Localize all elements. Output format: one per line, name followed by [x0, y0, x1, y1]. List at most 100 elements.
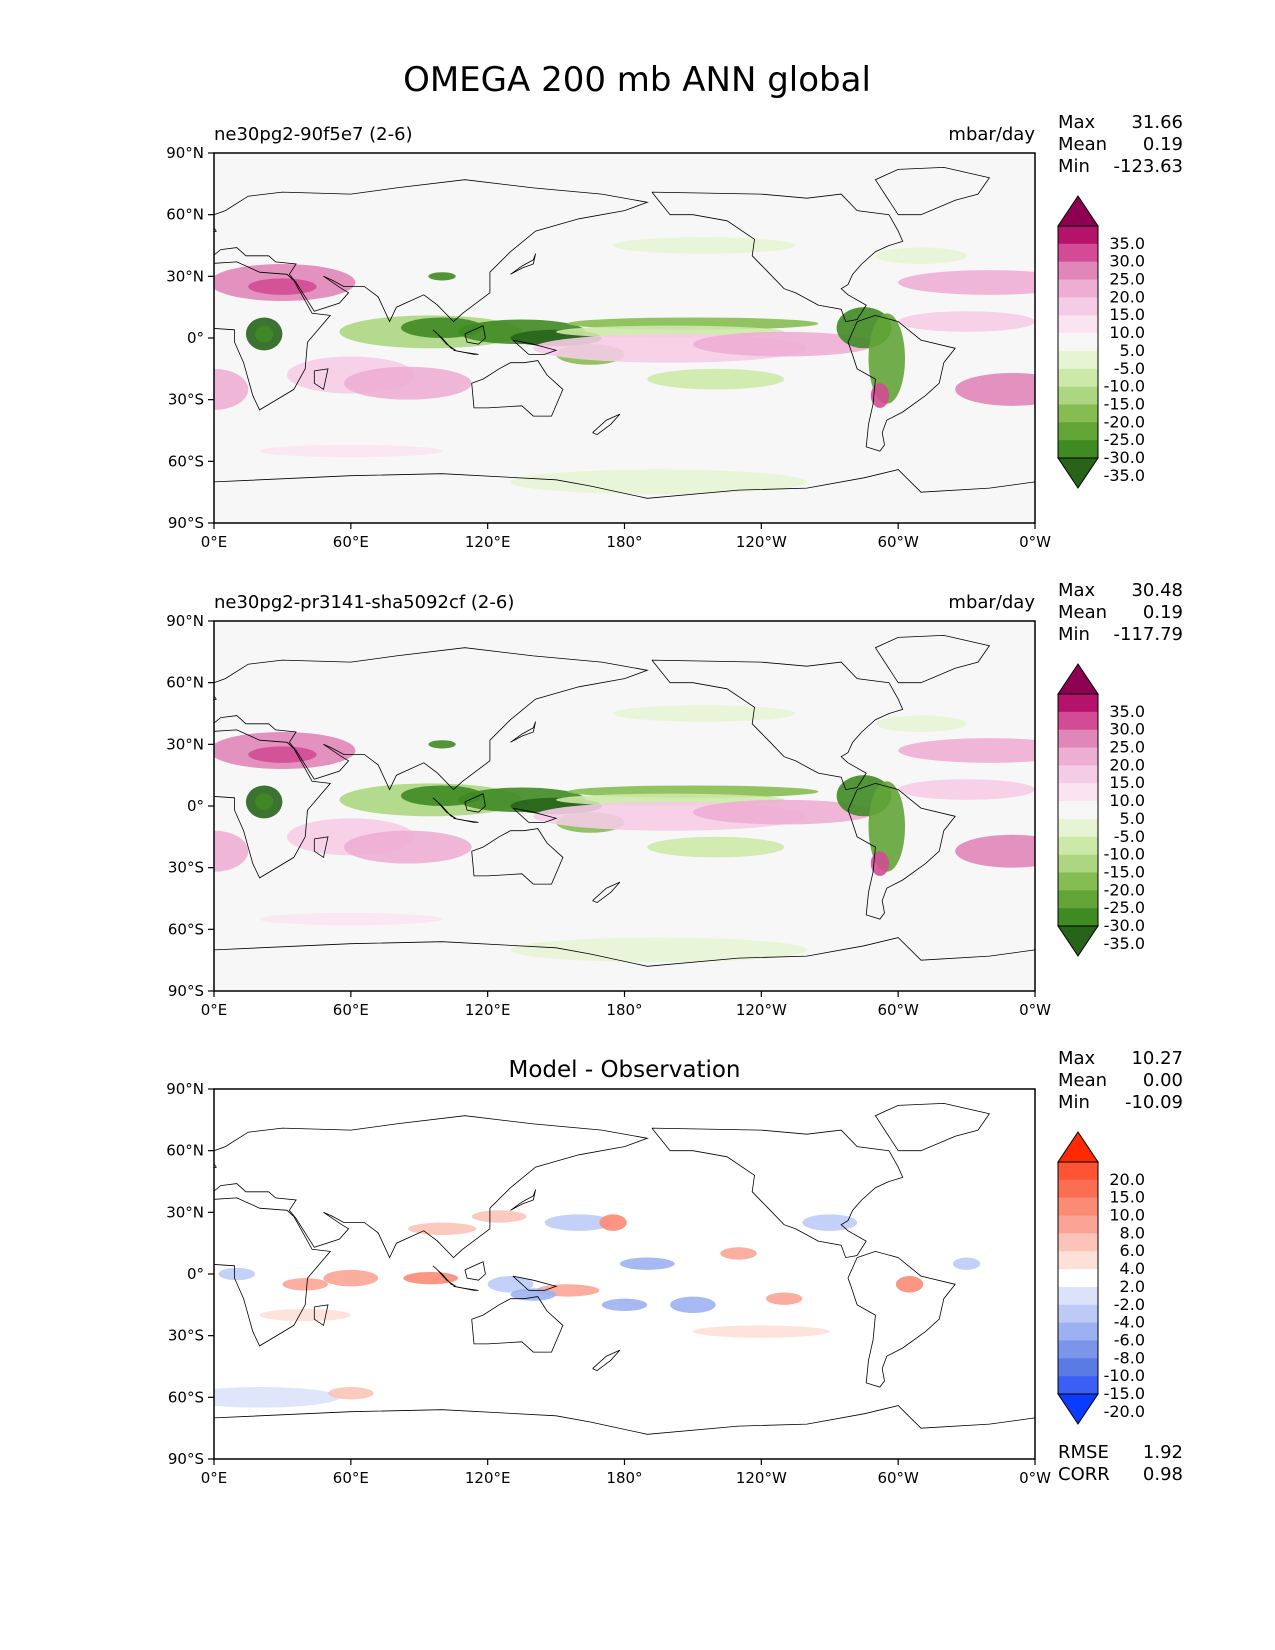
colorbar-swatch — [1058, 368, 1098, 388]
lon-tick-label: 180° — [606, 1001, 642, 1019]
colorbar-swatch — [1058, 801, 1098, 820]
lat-tick-label: 90°S — [168, 1450, 204, 1468]
coastline — [464, 793, 486, 813]
coastline — [651, 191, 904, 323]
coastline — [313, 836, 329, 859]
colorbar-tick-label: 4.0 — [1120, 1259, 1145, 1278]
lat-tick-label: 60°N — [166, 206, 204, 224]
colorbar-swatch — [1058, 783, 1098, 802]
colorbar-tick-label: 15.0 — [1109, 773, 1145, 792]
field-contour — [875, 247, 967, 264]
coastline — [512, 339, 558, 355]
panel-units: mbar/day — [948, 124, 1035, 145]
field-contour — [720, 1247, 757, 1260]
metric-label: CORR — [1058, 1464, 1110, 1485]
coastline — [592, 1349, 621, 1372]
colorbar-swatch — [1058, 694, 1098, 713]
colorbar-tick-label: -35.0 — [1104, 934, 1145, 953]
field-contour — [613, 237, 796, 254]
colorbar-frame — [1057, 1161, 1099, 1395]
coastline — [512, 807, 558, 823]
coastline — [313, 368, 329, 391]
lat-tick-label: 90°N — [166, 1080, 204, 1098]
colorbar-frame — [1057, 693, 1099, 927]
colorbar-swatch — [1058, 729, 1098, 749]
field-contour — [510, 937, 807, 963]
colorbar-tick-label: 8.0 — [1120, 1223, 1145, 1242]
stat-value: -10.09 — [1125, 1092, 1183, 1113]
stat-label: Min — [1058, 156, 1090, 177]
field-contour — [328, 1387, 374, 1400]
lon-tick-label: 180° — [606, 533, 642, 551]
coastlines — [214, 634, 1035, 967]
colorbar: 35.030.025.020.015.010.05.0-5.0-10.0-15.… — [1057, 195, 1145, 489]
lat-tick-label: 60°N — [166, 1142, 204, 1160]
colorbar-swatch — [1058, 818, 1098, 838]
field-contour — [898, 270, 1035, 295]
colorbar-swatch — [1058, 1233, 1098, 1252]
colorbar-swatch — [1058, 1322, 1098, 1341]
colorbar-tick-label: 20.0 — [1109, 1170, 1145, 1189]
coastlines — [214, 1102, 1035, 1435]
stat-label: Mean — [1058, 1070, 1107, 1091]
field-contour — [601, 1298, 648, 1312]
field-contour — [259, 1308, 351, 1322]
lon-tick-label: 120°E — [465, 533, 511, 551]
colorbar-extend-bottom — [1057, 457, 1099, 489]
colorbar-tick-label: 2.0 — [1120, 1277, 1145, 1296]
coastline — [651, 1127, 904, 1259]
lon-tick-label: 60°E — [333, 1001, 369, 1019]
field-contour — [868, 313, 906, 404]
lon-tick-label: 60°E — [333, 1469, 369, 1487]
coastline — [847, 314, 956, 452]
stat-label: Max — [1058, 112, 1096, 133]
colorbar-tick-label: 15.0 — [1109, 1188, 1145, 1207]
lon-tick-label: 0°E — [201, 1001, 228, 1019]
field-contour — [870, 851, 890, 876]
panel-title: ne30pg2-pr3141-sha5092cf (2-6) — [214, 592, 514, 613]
colorbar-tick-label: -10.0 — [1104, 377, 1145, 396]
lat-tick-label: 0° — [187, 329, 204, 347]
coastlines — [214, 166, 1035, 499]
field-contour — [471, 1210, 527, 1223]
coastline — [313, 1304, 329, 1327]
colorbar-tick-label: -10.0 — [1104, 845, 1145, 864]
lat-tick-label: 60°S — [168, 452, 204, 470]
lat-tick-label: 90°N — [166, 144, 204, 162]
colorbar: 35.030.025.020.015.010.05.0-5.0-10.0-15.… — [1057, 663, 1145, 957]
stat-value: 0.19 — [1143, 602, 1183, 623]
field-contour — [343, 366, 472, 400]
colorbar-swatch — [1058, 872, 1098, 891]
field-contour — [323, 1269, 379, 1287]
stat-value: 31.66 — [1131, 112, 1183, 133]
colorbar-swatch — [1058, 1269, 1098, 1288]
lat-tick-label: 30°N — [166, 1203, 204, 1221]
field-contour — [487, 1276, 534, 1293]
lat-tick-label: 60°S — [168, 920, 204, 938]
lon-tick-label: 120°W — [736, 533, 787, 551]
coastline — [510, 1189, 536, 1211]
coastline — [453, 349, 479, 355]
field-contour — [898, 779, 1035, 800]
lon-tick-label: 60°W — [877, 1001, 919, 1019]
colorbar-tick-label: -20.0 — [1104, 1402, 1145, 1421]
lon-tick-label: 120°E — [465, 1001, 511, 1019]
metric-label: RMSE — [1058, 1442, 1109, 1463]
colorbar-swatch — [1058, 422, 1098, 441]
coastline — [464, 325, 486, 345]
coastline — [453, 1285, 479, 1291]
lat-tick-label: 0° — [187, 1265, 204, 1283]
field-contour — [255, 793, 274, 811]
lon-tick-label: 120°W — [736, 1001, 787, 1019]
colorbar-extend-top — [1057, 1131, 1099, 1163]
coastline — [214, 1197, 332, 1347]
colorbar-tick-label: -6.0 — [1114, 1330, 1145, 1349]
lon-tick-label: 0°W — [1019, 1001, 1051, 1019]
field-contour — [343, 830, 472, 864]
field-contours — [214, 237, 1035, 495]
field-contour — [218, 1267, 256, 1281]
colorbar-swatch — [1058, 226, 1098, 245]
stat-value: 10.27 — [1131, 1048, 1183, 1069]
lon-tick-label: 0°E — [201, 533, 228, 551]
stat-value: 0.19 — [1143, 134, 1183, 155]
